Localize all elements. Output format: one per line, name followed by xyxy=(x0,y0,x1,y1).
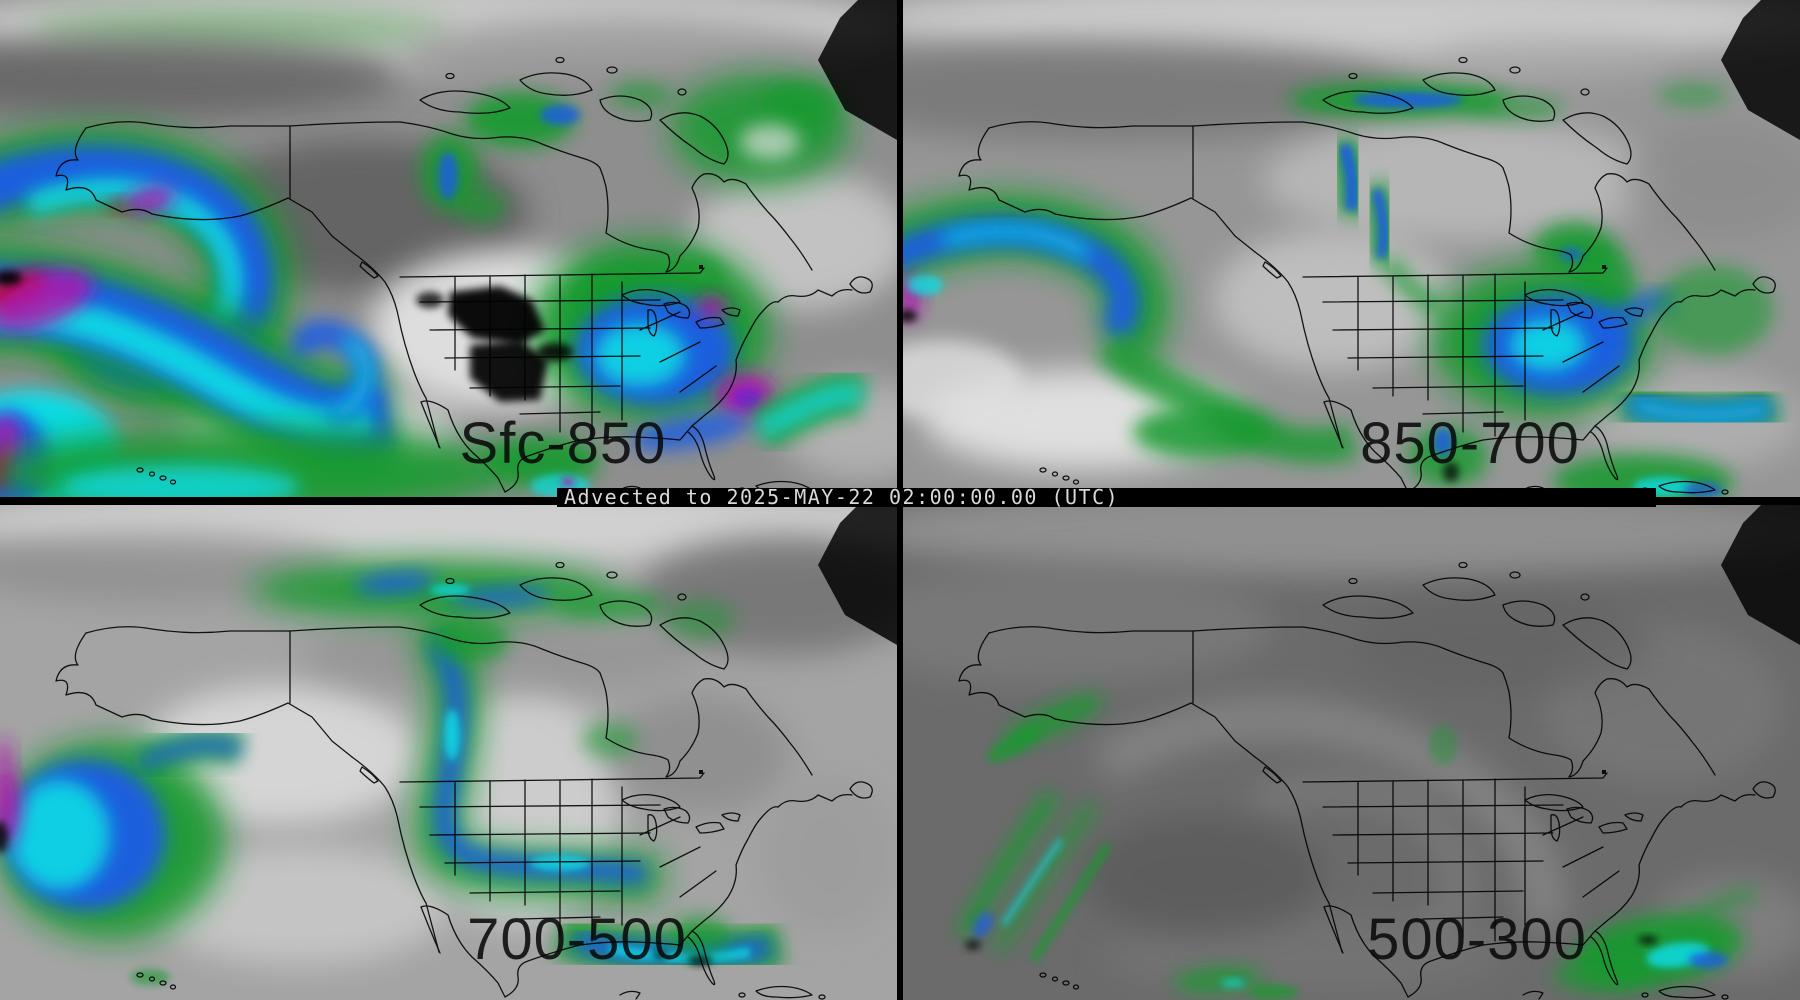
map-panel-850-700 xyxy=(903,0,1800,497)
map-panel-sfc-850 xyxy=(0,0,897,497)
map-panel-700-500 xyxy=(0,505,897,1000)
map-panel-500-300 xyxy=(903,505,1800,1000)
panel-label-500-300: 500-300 xyxy=(1367,907,1587,972)
advection-status-text: Advected to 2025-MAY-22 02:00:00.00 (UTC… xyxy=(564,488,1120,507)
panel-label-850-700: 850-700 xyxy=(1360,411,1580,476)
panel-label-700-500: 700-500 xyxy=(467,907,687,972)
panel-label-sfc-850: Sfc-850 xyxy=(459,411,667,476)
advection-status-bar: Advected to 2025-MAY-22 02:00:00.00 (UTC… xyxy=(557,488,1656,507)
